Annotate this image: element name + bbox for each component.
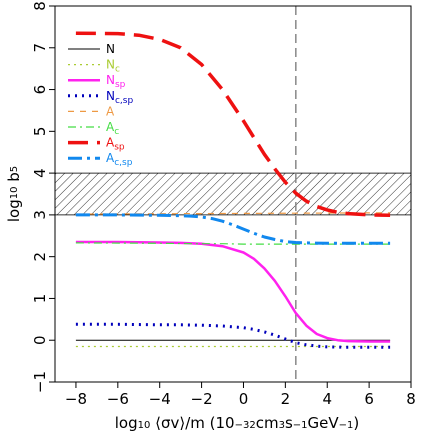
y-tick-label: −1 [31, 371, 49, 393]
series-line-2 [75, 240, 391, 343]
legend-name: N [106, 89, 115, 103]
series-line-3 [75, 322, 391, 349]
x-tick-label: −4 [149, 390, 171, 408]
series-line-4 [75, 212, 391, 215]
legend-subscript: sp [115, 80, 126, 90]
legend-name: N [106, 73, 115, 87]
legend-subscript: c,sp [114, 158, 132, 168]
x-tick-label: 2 [281, 390, 291, 408]
legend-label-6: Asp [106, 136, 125, 153]
y-tick-label: 5 [31, 127, 49, 137]
legend-name: A [106, 151, 115, 165]
label-script: 10 [9, 187, 20, 200]
hatched-band [54, 172, 412, 216]
label-part: GeV [308, 414, 340, 432]
label-part: log [5, 199, 23, 222]
label-part: log [115, 414, 138, 432]
label-part: ⟨σv⟩/m (10 [150, 414, 234, 432]
legend-label-4: A [106, 104, 115, 118]
legend-label-2: Nsp [106, 73, 126, 90]
label-script: −1 [293, 420, 308, 431]
label-script: 5 [9, 166, 20, 172]
x-tick-label: −6 [107, 390, 129, 408]
legend-label-7: Ac,sp [106, 151, 133, 168]
x-tick-label: 4 [322, 390, 332, 408]
series-line-6 [75, 31, 391, 218]
label-part: ) [353, 414, 359, 432]
y-tick-label: 2 [31, 252, 49, 262]
label-script: −1 [339, 420, 354, 431]
legend-name: A [106, 136, 115, 150]
label-script: −32 [235, 420, 256, 431]
legend-label-3: Nc,sp [106, 89, 133, 106]
y-tick-label: 0 [31, 335, 49, 345]
series-line-7 [75, 213, 391, 245]
y-tick-label: 7 [31, 43, 49, 53]
plot-frame [54, 5, 412, 383]
y-tick-label: 6 [31, 85, 49, 95]
legend-name: A [106, 120, 115, 134]
legend-name: N [106, 58, 115, 72]
legend-subscript: sp [114, 143, 125, 153]
legend-label-1: Nc [106, 58, 120, 75]
x-tick-label: −8 [65, 390, 87, 408]
series-layer [75, 31, 391, 349]
legend-subscript: c [115, 65, 120, 75]
legend-name: A [106, 104, 115, 118]
legend-label-5: Ac [106, 120, 119, 137]
legend-subscript: c [114, 127, 119, 137]
label-part: cm [256, 414, 279, 432]
hatched-band-layer [54, 6, 412, 382]
x-tick-label: 6 [364, 390, 374, 408]
label-part: s [285, 414, 293, 432]
x-axis-label: log10 ⟨σv⟩/m (10−32cm3s−1GeV−1) [115, 414, 360, 432]
y-tick-label: 8 [31, 1, 49, 11]
label-script: 10 [138, 420, 151, 431]
x-tick-label: 0 [239, 390, 249, 408]
y-axis-label: log10 b5 [5, 166, 23, 222]
label-script: 3 [279, 420, 285, 431]
y-tick-label: 4 [31, 168, 49, 178]
x-tick-label: −2 [191, 390, 213, 408]
legend-subscript: c,sp [115, 96, 133, 106]
legend-name: N [106, 42, 115, 56]
legend-label-0: N [106, 42, 115, 56]
x-tick-label: 8 [406, 390, 416, 408]
label-part: b [5, 172, 23, 186]
y-tick-label: 1 [31, 294, 49, 304]
y-tick-label: 3 [31, 210, 49, 220]
